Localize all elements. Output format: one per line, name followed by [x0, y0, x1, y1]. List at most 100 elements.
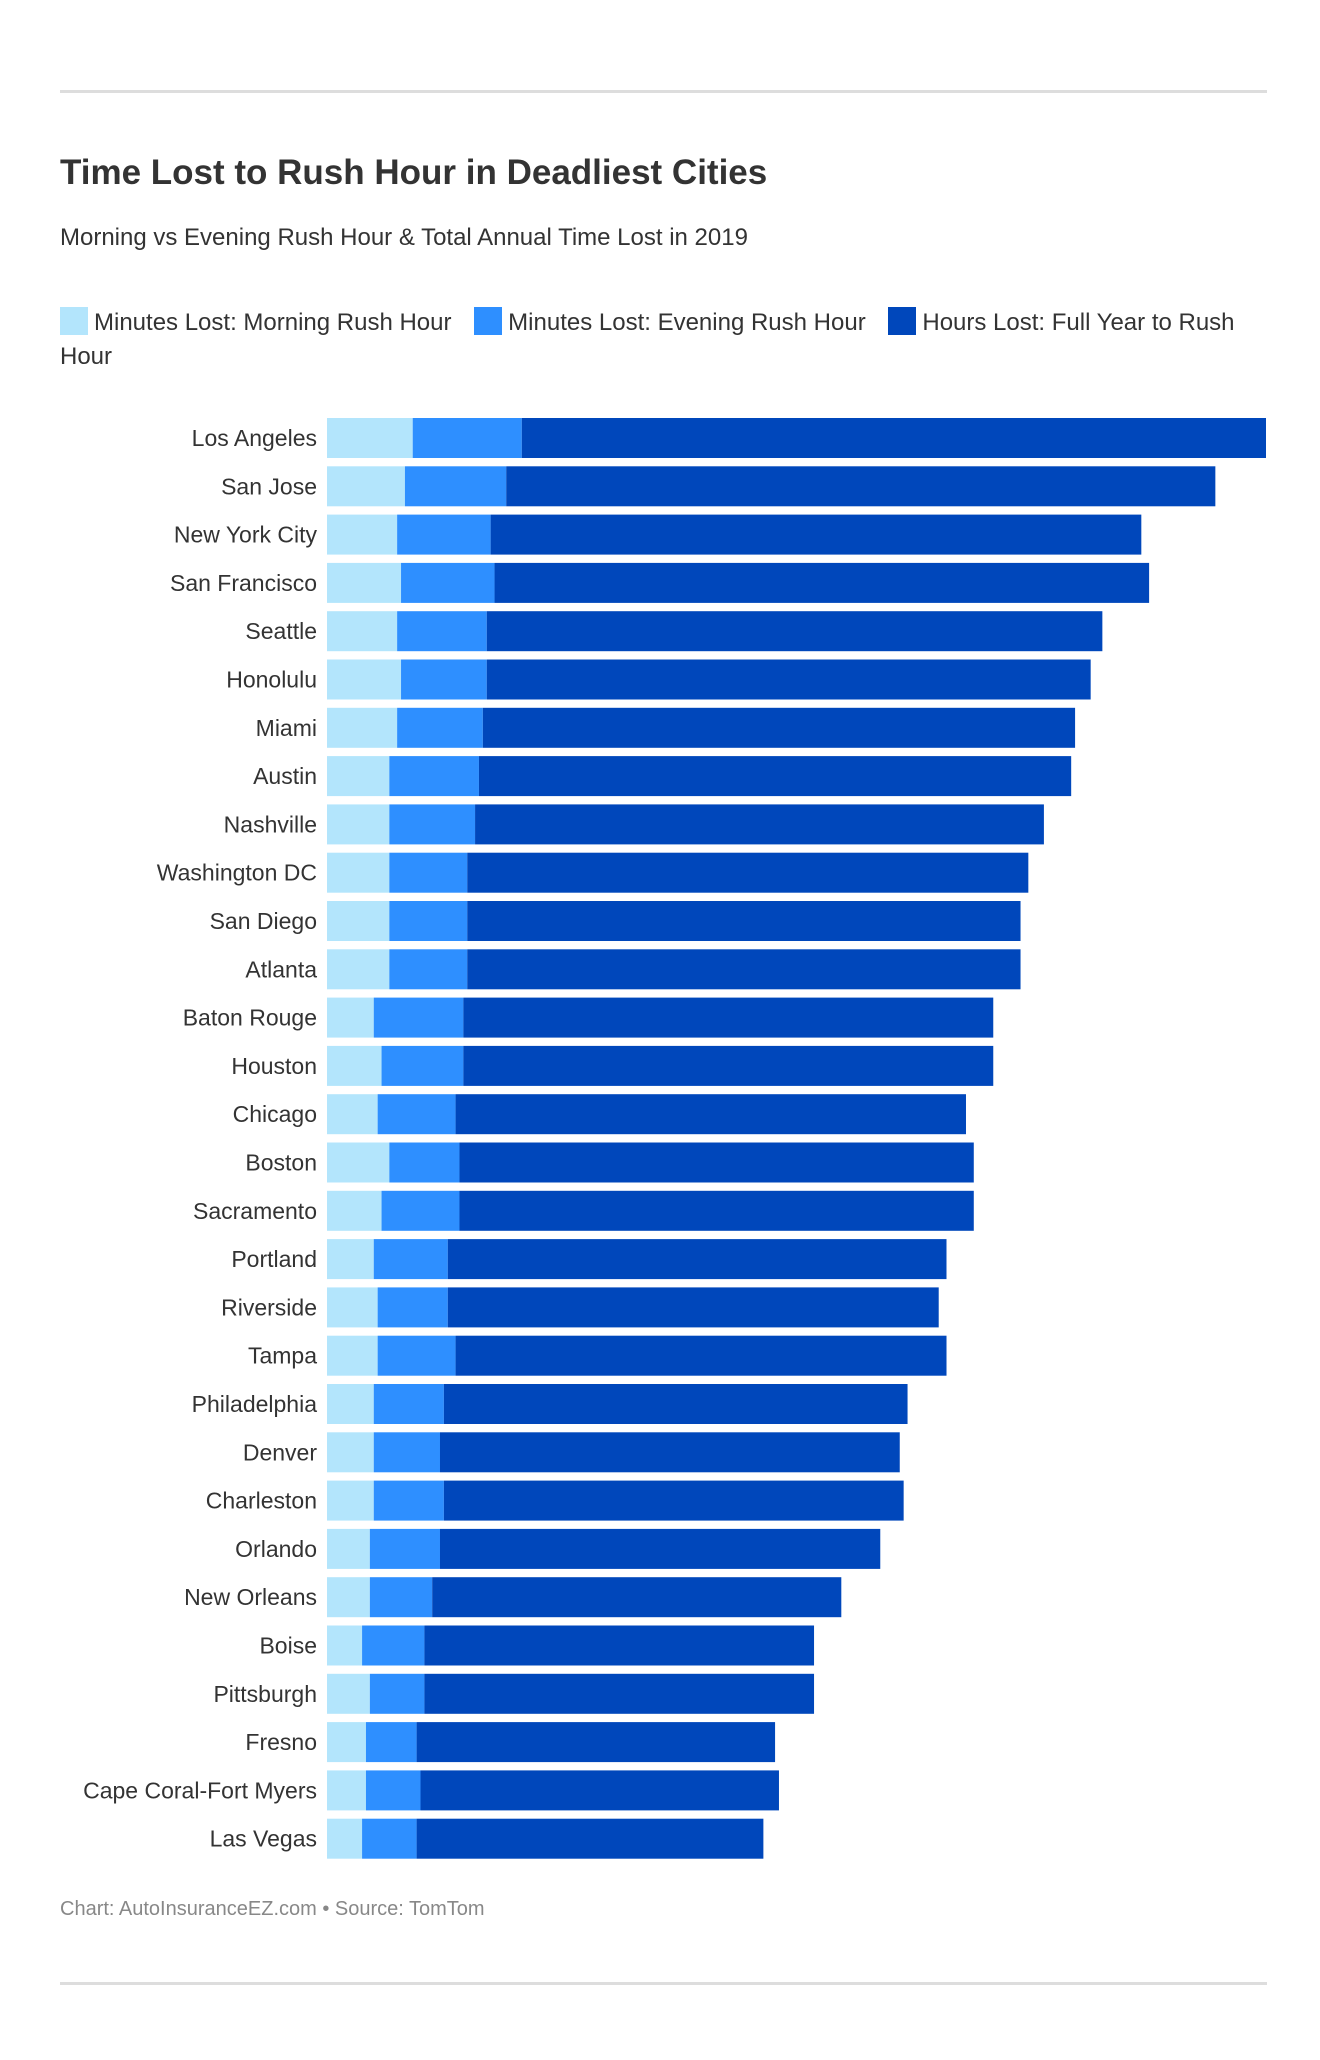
- chart-source: Chart: AutoInsuranceEZ.com • Source: Tom…: [60, 1898, 485, 1920]
- bar-segment-morning: [327, 949, 390, 990]
- bar-row: Houston: [231, 1045, 994, 1086]
- bar-segment-full-year: [463, 997, 994, 1038]
- bar-segment-evening: [389, 804, 476, 845]
- bar-segment-full-year: [447, 1239, 947, 1280]
- bar-row: Charleston: [206, 1480, 904, 1521]
- bar-segment-morning: [327, 1480, 374, 1521]
- bar-segment-full-year: [424, 1673, 815, 1714]
- category-label: Denver: [243, 1439, 317, 1465]
- bar-segment-evening: [362, 1625, 425, 1666]
- bar-segment-full-year: [424, 1625, 815, 1666]
- bar-segment-full-year: [521, 418, 1266, 458]
- category-label: Boston: [245, 1150, 317, 1176]
- bar-row: Portland: [231, 1239, 947, 1280]
- bar-segment-evening: [377, 1094, 456, 1135]
- category-label: Sacramento: [193, 1198, 317, 1224]
- bar-segment-evening: [373, 1239, 448, 1280]
- bar-segment-full-year: [475, 804, 1044, 845]
- bar-segment-full-year: [459, 1142, 974, 1183]
- bar-segment-full-year: [447, 1287, 939, 1328]
- bar-segment-evening: [365, 1770, 421, 1811]
- bar-segment-full-year: [478, 756, 1072, 797]
- category-label: Chicago: [233, 1101, 317, 1127]
- bar-segment-evening: [397, 707, 483, 748]
- bar-row: Austin: [253, 756, 1072, 797]
- bar-row: Washington DC: [157, 852, 1029, 893]
- stacked-bar-chart: Los Angeles San Jose New York City San Fran…: [83, 418, 1266, 1859]
- bar-segment-morning: [327, 1384, 374, 1424]
- legend-item-morning: Minutes Lost: Morning Rush Hour: [60, 307, 452, 336]
- bar-segment-evening: [369, 1528, 440, 1569]
- bar-segment-evening: [381, 1045, 464, 1086]
- bar-segment-morning: [327, 418, 413, 458]
- legend-label-full-year: Hours Lost: Full Year to Rush Hour: [60, 309, 1235, 370]
- bar-segment-full-year: [494, 562, 1150, 603]
- bar-row: San Francisco: [170, 562, 1150, 603]
- category-label: Houston: [231, 1053, 317, 1079]
- bar-segment-evening: [389, 949, 468, 990]
- bar-segment-morning: [327, 707, 398, 748]
- category-label: Miami: [256, 715, 317, 741]
- bar-row: Philadelphia: [192, 1384, 908, 1424]
- chart-title: Time Lost to Rush Hour in Deadliest Citi…: [60, 153, 768, 192]
- bar-segment-morning: [327, 1818, 363, 1859]
- bar-segment-evening: [389, 852, 468, 893]
- bar-row: Honolulu: [226, 659, 1091, 700]
- bar-row: San Diego: [210, 901, 1021, 941]
- legend-label-evening: Minutes Lost: Evening Rush Hour: [508, 309, 866, 336]
- bar-row: San Jose: [221, 466, 1216, 507]
- bar-segment-evening: [412, 418, 522, 458]
- bar-segment-morning: [327, 1722, 366, 1763]
- category-label: Nashville: [224, 811, 317, 837]
- category-label: San Jose: [221, 473, 317, 499]
- bar-segment-full-year: [486, 659, 1091, 700]
- bar-segment-full-year: [482, 707, 1076, 748]
- category-label: Washington DC: [157, 860, 317, 886]
- bar-segment-evening: [369, 1673, 425, 1714]
- bar-row: Cape Coral-Fort Myers: [83, 1770, 779, 1811]
- bar-segment-evening: [365, 1722, 417, 1763]
- category-label: Atlanta: [245, 956, 317, 982]
- category-label: Tampa: [248, 1343, 317, 1369]
- bar-segment-full-year: [467, 949, 1021, 990]
- bar-segment-morning: [327, 997, 374, 1038]
- bar-segment-evening: [401, 659, 487, 700]
- bar-segment-morning: [327, 659, 402, 700]
- bar-segment-morning: [327, 1335, 378, 1376]
- bar-segment-evening: [377, 1287, 448, 1328]
- category-label: Seattle: [245, 618, 317, 644]
- bar-segment-morning: [327, 1239, 374, 1280]
- chart-subtitle: Morning vs Evening Rush Hour & Total Ann…: [60, 224, 748, 251]
- legend-label-morning: Minutes Lost: Morning Rush Hour: [94, 309, 452, 336]
- bar-segment-morning: [327, 804, 390, 845]
- bottom-divider: [60, 1982, 1267, 1985]
- bar-segment-evening: [401, 562, 495, 603]
- bar-segment-morning: [327, 901, 390, 941]
- category-label: New York City: [174, 522, 318, 548]
- bar-row: Miami: [256, 707, 1076, 748]
- bar-segment-full-year: [506, 466, 1216, 507]
- bar-row: Chicago: [233, 1094, 966, 1135]
- bar-segment-evening: [373, 997, 464, 1038]
- category-label: Orlando: [235, 1536, 317, 1562]
- category-label: Fresno: [245, 1729, 317, 1755]
- bar-row: Nashville: [224, 804, 1044, 845]
- legend-item-evening: Minutes Lost: Evening Rush Hour: [474, 307, 866, 336]
- category-label: Honolulu: [226, 667, 317, 693]
- bar-row: Denver: [243, 1432, 900, 1473]
- bar-segment-morning: [327, 1625, 363, 1666]
- bar-segment-morning: [327, 1673, 370, 1714]
- bar-row: Las Vegas: [210, 1818, 764, 1859]
- bar-segment-evening: [381, 1190, 460, 1231]
- top-divider: [60, 90, 1267, 93]
- bar-segment-full-year: [455, 1094, 966, 1135]
- category-label: San Francisco: [170, 570, 317, 596]
- category-label: Riverside: [221, 1294, 317, 1320]
- bar-segment-morning: [327, 1190, 382, 1231]
- category-label: San Diego: [210, 908, 317, 934]
- category-label: New Orleans: [184, 1584, 317, 1610]
- bar-segment-full-year: [439, 1432, 900, 1473]
- bar-row: Baton Rouge: [183, 997, 994, 1038]
- bar-row: Sacramento: [193, 1190, 974, 1231]
- bar-row: Pittsburgh: [213, 1673, 815, 1714]
